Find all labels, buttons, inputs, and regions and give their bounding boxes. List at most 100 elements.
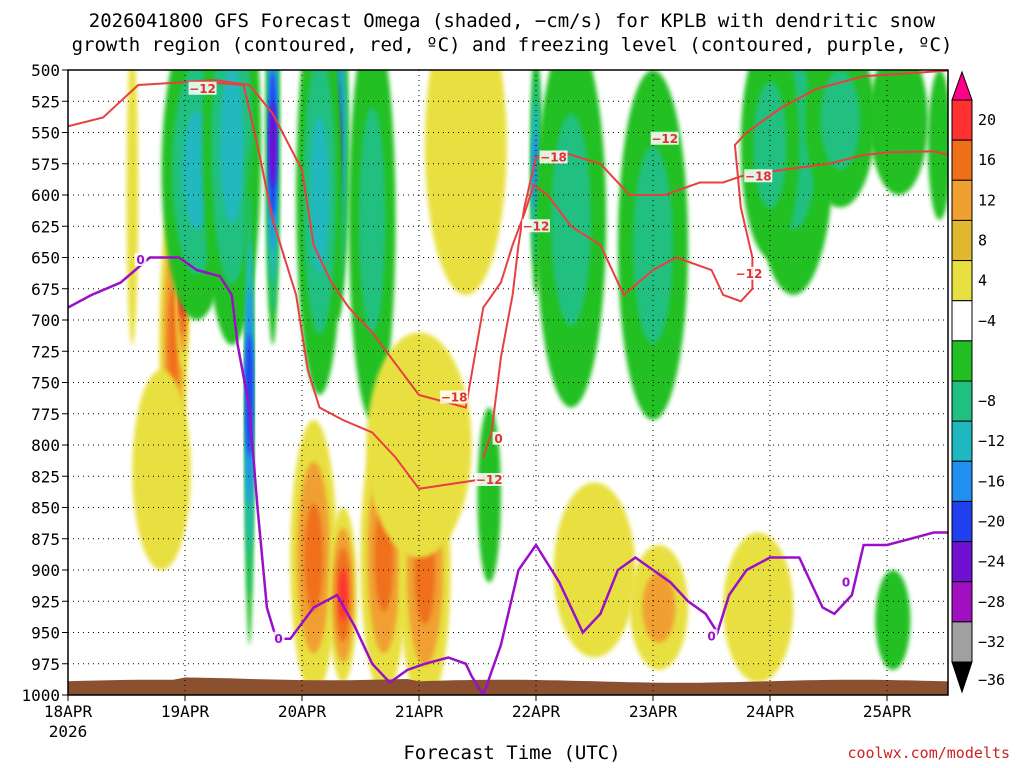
- chart-title-line-2: growth region (contoured, red, ºC) and f…: [71, 34, 953, 56]
- contour-label-bg-4: [650, 131, 679, 145]
- colorbar-label-11: −28: [978, 593, 1005, 611]
- y-tick-label-950: 950: [31, 624, 60, 643]
- contour-label-5: −12: [736, 267, 763, 281]
- contour-label-bg-3: [744, 169, 773, 183]
- colorbar-band-7: [951, 380, 973, 422]
- colorbar-band-5: [951, 300, 973, 342]
- omega-blob-7-5: [268, 103, 277, 187]
- x-tick-label-24APR: 24APR: [746, 702, 795, 721]
- site-credit[interactable]: coolwx.com/modelts: [847, 744, 1010, 762]
- x-tick-label-22APR: 22APR: [512, 702, 561, 721]
- colorbar-label-7: −12: [978, 432, 1005, 450]
- colorbar-label-9: −20: [978, 513, 1005, 531]
- y-tick-label-725: 725: [31, 342, 60, 361]
- x-tick-label-23APR: 23APR: [629, 702, 678, 721]
- isotherm-minus18: [208, 81, 490, 490]
- y-tick-label-775: 775: [31, 405, 60, 424]
- colorbar-band-8: [951, 420, 973, 462]
- contour-label-10: 0: [707, 629, 715, 643]
- y-tick-label-750: 750: [31, 374, 60, 393]
- y-tick-label-675: 675: [31, 280, 60, 299]
- contour-label-4: −12: [651, 132, 678, 146]
- x-tick-label-18APR: 18APR: [44, 702, 93, 721]
- terrain-fill: [68, 677, 948, 695]
- y-tick-label-700: 700: [31, 311, 60, 330]
- x-tick-label-21APR: 21APR: [395, 702, 444, 721]
- omega-blob-28-0: [927, 70, 948, 220]
- omega-blob-5-2: [220, 70, 244, 224]
- x-tick-label-25APR: 25APR: [863, 702, 912, 721]
- y-tick-label-825: 825: [31, 467, 60, 486]
- x-tick-label-19APR: 19APR: [161, 702, 210, 721]
- y-tick-label-900: 900: [31, 561, 60, 580]
- colorbar-label-0: 20: [978, 111, 996, 129]
- contour-labels: −12 −18 −12 −18 −12 −12 −18 −12 0 0 0 0 0: [134, 81, 853, 646]
- contour-label-bg-9: [272, 631, 285, 645]
- contour-label-bg-5: [734, 266, 763, 280]
- colorbar-label-2: 12: [978, 191, 996, 209]
- colorbar-label-4: 4: [978, 272, 987, 290]
- y-tick-label-850: 850: [31, 499, 60, 518]
- colorbar: 20 16 12 8 4 −4 −8 −12 −16 −20 −24 −28 −32 −36: [951, 70, 1005, 694]
- omega-blob-22-1: [642, 572, 676, 643]
- colorbar-band-2: [951, 179, 973, 221]
- contour-label-6: −18: [441, 391, 468, 405]
- x-tick-label-20APR: 20APR: [278, 702, 327, 721]
- omega-blob-27-0: [869, 70, 928, 195]
- contour-label-bg-11: [840, 575, 853, 589]
- isotherm-minus12: [68, 70, 948, 409]
- colorbar-label-6: −8: [978, 392, 996, 410]
- y-tick-label-875: 875: [31, 530, 60, 549]
- freezing-level: [68, 256, 948, 695]
- contour-label-8: 0: [136, 253, 144, 267]
- omega-blob-23-0: [723, 532, 794, 683]
- omega-blob-9-2: [310, 116, 329, 274]
- chart-title-line-1: 2026041800 GFS Forecast Omega (shaded, −…: [88, 10, 936, 32]
- contour-label-bg-0: [188, 81, 217, 95]
- contour-label-bg-7: [475, 473, 504, 486]
- omega-blob-10-1: [358, 106, 386, 334]
- contour-label-0: −12: [189, 82, 216, 96]
- contour-label-11: 0: [842, 576, 850, 590]
- colorbar-top-arrow: [951, 70, 973, 101]
- y-tick-label-500: 500: [31, 61, 60, 80]
- colorbar-band-1: [951, 139, 973, 181]
- y-tick-label-600: 600: [31, 186, 60, 205]
- y-tick-label-650: 650: [31, 249, 60, 268]
- contour-label-bg-10: [705, 629, 718, 643]
- omega-blob-12-3: [338, 568, 348, 622]
- contour-label-1: −18: [540, 151, 567, 165]
- omega-blob-16-0: [424, 70, 507, 295]
- x-tick-sublabel-18APR: 2026: [49, 722, 88, 740]
- colorbar-band-10: [951, 500, 973, 543]
- y-tick-label-625: 625: [31, 217, 60, 236]
- colorbar-label-10: −24: [978, 553, 1005, 571]
- colorbar-label-8: −16: [978, 472, 1005, 490]
- isotherm-minus18-b: [482, 150, 948, 458]
- contour-label-9: 0: [274, 632, 282, 646]
- colorbar-label-1: 16: [978, 151, 996, 169]
- omega-blob-11-2: [304, 503, 323, 612]
- omega-blob-29-0: [875, 570, 911, 670]
- contour-label-bg-12: [492, 431, 505, 445]
- x-axis-label: Forecast Time (UTC): [403, 742, 621, 764]
- terrain-band: [68, 677, 948, 695]
- colorbar-band-12: [951, 581, 973, 623]
- omega-blob-19-1: [551, 114, 591, 326]
- y-tick-label-575: 575: [31, 155, 60, 174]
- colorbar-label-13: −36: [978, 671, 1005, 689]
- contour-label-bg-2: [522, 219, 550, 233]
- colorbar-band-13: [951, 621, 973, 663]
- y-tick-label-800: 800: [31, 436, 60, 455]
- y-axis: 500 525 550 575 600 625 650 675 700 725 750 775 800 8…: [21, 61, 68, 705]
- colorbar-label-3: 8: [978, 232, 987, 250]
- y-tick-label-975: 975: [31, 655, 60, 674]
- colorbar-bottom-arrow: [951, 661, 973, 694]
- colorbar-band-4: [951, 260, 973, 302]
- colorbar-label-5: −4: [978, 312, 996, 330]
- y-tick-label-550: 550: [31, 124, 60, 143]
- colorbar-band-0: [951, 99, 973, 141]
- contour-layer: [68, 70, 948, 695]
- y-tick-label-525: 525: [31, 92, 60, 111]
